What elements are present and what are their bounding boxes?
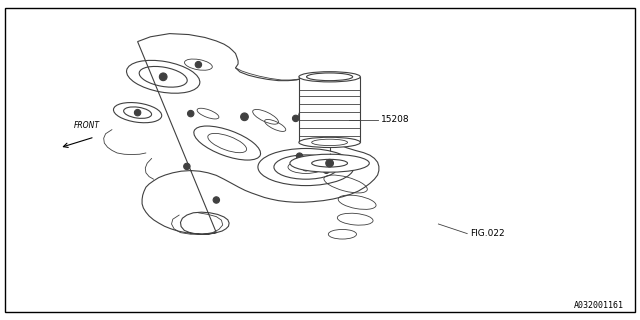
Circle shape: [184, 163, 190, 170]
Circle shape: [213, 197, 220, 203]
Polygon shape: [138, 34, 379, 234]
Circle shape: [296, 153, 303, 159]
Circle shape: [134, 109, 141, 116]
Ellipse shape: [290, 154, 369, 172]
Circle shape: [302, 163, 310, 171]
Circle shape: [241, 113, 248, 121]
Circle shape: [195, 61, 202, 68]
Text: FRONT: FRONT: [74, 121, 100, 130]
Text: FIG.022: FIG.022: [470, 229, 505, 238]
Circle shape: [292, 115, 299, 122]
Circle shape: [159, 73, 167, 81]
Bar: [299, 77, 360, 142]
Text: 15208: 15208: [381, 116, 410, 124]
Ellipse shape: [299, 137, 360, 148]
Circle shape: [188, 110, 194, 117]
Ellipse shape: [299, 72, 360, 82]
Text: A032001161: A032001161: [574, 301, 624, 310]
Circle shape: [323, 167, 330, 173]
Circle shape: [326, 159, 333, 167]
